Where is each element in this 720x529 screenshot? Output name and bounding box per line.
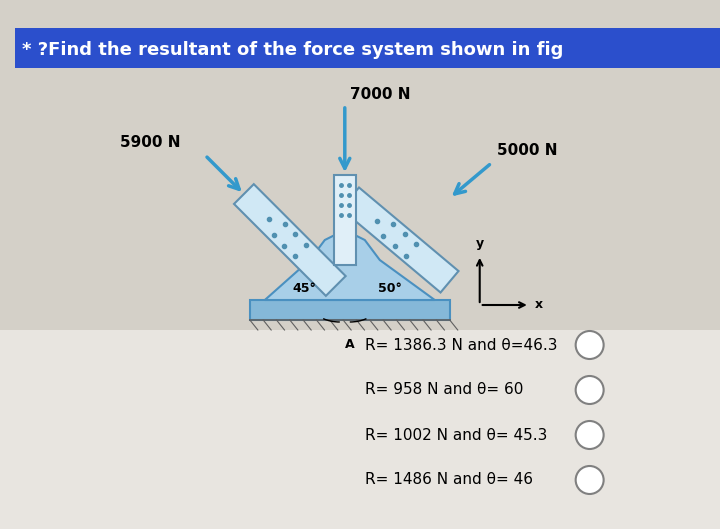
Circle shape (576, 376, 603, 404)
Text: R= 1386.3 N and θ=46.3: R= 1386.3 N and θ=46.3 (365, 338, 557, 352)
Text: 45°: 45° (293, 282, 317, 295)
Text: R= 1486 N and θ= 46: R= 1486 N and θ= 46 (365, 472, 533, 488)
Polygon shape (0, 330, 719, 529)
Circle shape (576, 466, 603, 494)
Text: 5000 N: 5000 N (497, 143, 557, 158)
Polygon shape (234, 184, 346, 296)
Text: R= 1002 N and θ= 45.3: R= 1002 N and θ= 45.3 (365, 427, 547, 442)
Text: 50°: 50° (378, 282, 402, 295)
Polygon shape (341, 187, 459, 293)
Circle shape (576, 331, 603, 359)
Polygon shape (15, 28, 719, 68)
Polygon shape (334, 175, 356, 265)
Text: * ?Find the resultant of the force system shown in fig: * ?Find the resultant of the force syste… (22, 41, 563, 59)
Text: A: A (345, 338, 355, 351)
Text: y: y (476, 237, 484, 250)
Text: 5900 N: 5900 N (120, 135, 181, 150)
Circle shape (576, 421, 603, 449)
Polygon shape (0, 0, 719, 330)
Text: R= 958 N and θ= 60: R= 958 N and θ= 60 (365, 382, 523, 397)
Text: x: x (535, 298, 543, 312)
Polygon shape (265, 230, 435, 300)
Polygon shape (250, 300, 450, 320)
Text: 7000 N: 7000 N (350, 87, 410, 102)
